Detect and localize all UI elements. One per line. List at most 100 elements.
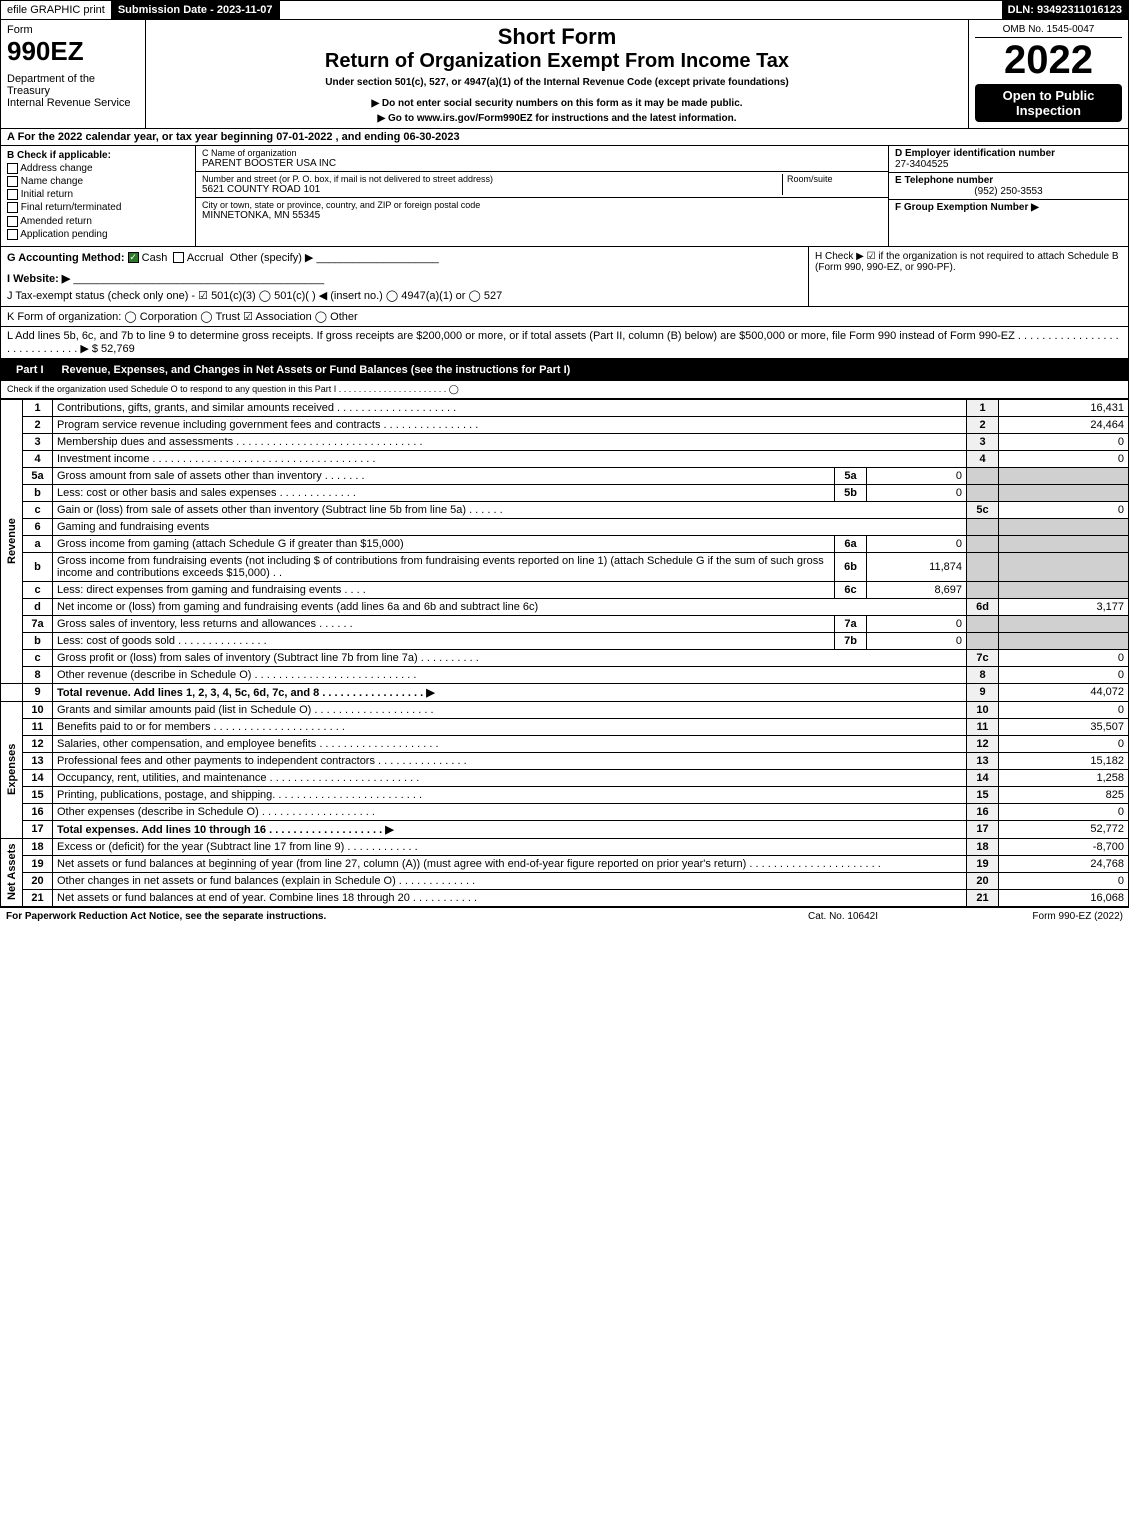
org-name-label: C Name of organization <box>202 148 882 158</box>
table-row: Expenses 10Grants and similar amounts pa… <box>1 701 1129 718</box>
page-footer: For Paperwork Reduction Act Notice, see … <box>0 907 1129 925</box>
section-bcd: B Check if applicable: Address change Na… <box>0 146 1129 247</box>
form-word: Form <box>7 24 139 36</box>
revenue-section-label: Revenue <box>1 399 23 683</box>
omb-number: OMB No. 1545-0047 <box>975 24 1122 38</box>
org-name: PARENT BOOSTER USA INC <box>202 158 882 169</box>
table-row: bLess: cost or other basis and sales exp… <box>1 484 1129 501</box>
section-c: C Name of organization PARENT BOOSTER US… <box>196 146 888 246</box>
chk-initial-return[interactable]: Initial return <box>7 189 189 200</box>
ein-label: D Employer identification number <box>895 148 1055 159</box>
chk-cash[interactable]: ✓ <box>128 252 139 263</box>
line-a-text: A For the 2022 calendar year, or tax yea… <box>7 131 460 143</box>
part1-title: Revenue, Expenses, and Changes in Net As… <box>62 364 571 376</box>
dept-irs: Internal Revenue Service <box>7 97 139 109</box>
table-row: 16Other expenses (describe in Schedule O… <box>1 803 1129 820</box>
table-row: 13Professional fees and other payments t… <box>1 752 1129 769</box>
lines-table: Revenue 1 Contributions, gifts, grants, … <box>0 399 1129 907</box>
table-row: bGross income from fundraising events (n… <box>1 552 1129 581</box>
top-bar: efile GRAPHIC print Submission Date - 20… <box>0 0 1129 20</box>
line-g-label: G Accounting Method: <box>7 252 125 264</box>
warning-ssn: ▶ Do not enter social security numbers o… <box>152 98 962 109</box>
chk-amended-return[interactable]: Amended return <box>7 216 189 227</box>
line-l-amount: $ 52,769 <box>92 343 135 355</box>
line-desc: Contributions, gifts, grants, and simila… <box>53 399 967 416</box>
table-row: cGross profit or (loss) from sales of in… <box>1 649 1129 666</box>
table-row: cLess: direct expenses from gaming and f… <box>1 581 1129 598</box>
cash-label: Cash <box>142 252 168 264</box>
goto-link[interactable]: ▶ Go to www.irs.gov/Form990EZ for instru… <box>152 113 962 124</box>
header-right: OMB No. 1545-0047 2022 Open to Public In… <box>968 20 1128 128</box>
line-l-text: L Add lines 5b, 6c, and 7b to line 9 to … <box>7 330 1119 355</box>
city-label: City or town, state or province, country… <box>202 200 882 210</box>
other-label: Other (specify) ▶ <box>230 252 314 264</box>
title-short-form: Short Form <box>152 24 962 50</box>
table-row: 12Salaries, other compensation, and empl… <box>1 735 1129 752</box>
part1-header: Part I Revenue, Expenses, and Changes in… <box>0 359 1129 381</box>
table-row: 5aGross amount from sale of assets other… <box>1 467 1129 484</box>
table-row: 20Other changes in net assets or fund ba… <box>1 872 1129 889</box>
table-row: bLess: cost of goods sold . . . . . . . … <box>1 632 1129 649</box>
table-row: cGain or (loss) from sale of assets othe… <box>1 501 1129 518</box>
subtitle: Under section 501(c), 527, or 4947(a)(1)… <box>152 77 962 88</box>
table-row: 14Occupancy, rent, utilities, and mainte… <box>1 769 1129 786</box>
section-d: D Employer identification number 27-3404… <box>888 146 1128 246</box>
part1-tab: Part I <box>6 362 54 378</box>
table-row: aGross income from gaming (attach Schedu… <box>1 535 1129 552</box>
table-row: Revenue 1 Contributions, gifts, grants, … <box>1 399 1129 416</box>
street-value: 5621 COUNTY ROAD 101 <box>202 184 782 195</box>
chk-application-pending[interactable]: Application pending <box>7 229 189 240</box>
chk-address-change[interactable]: Address change <box>7 163 189 174</box>
dept-treasury: Department of the Treasury <box>7 73 139 97</box>
open-to-public: Open to Public Inspection <box>975 84 1122 122</box>
efile-label: efile GRAPHIC print <box>1 1 112 19</box>
city-value: MINNETONKA, MN 55345 <box>202 210 882 221</box>
table-row: 9Total revenue. Add lines 1, 2, 3, 4, 5c… <box>1 683 1129 701</box>
table-row: 17Total expenses. Add lines 10 through 1… <box>1 820 1129 838</box>
ein-value: 27-3404525 <box>895 159 948 170</box>
part1-check: Check if the organization used Schedule … <box>0 381 1129 399</box>
group-exemption-label: F Group Exemption Number ▶ <box>895 202 1039 213</box>
section-b-label: B Check if applicable: <box>7 150 111 161</box>
dln: DLN: 93492311016123 <box>1002 1 1128 19</box>
table-row: 11Benefits paid to or for members . . . … <box>1 718 1129 735</box>
header-left: Form 990EZ Department of the Treasury In… <box>1 20 146 128</box>
chk-accrual[interactable] <box>173 252 184 263</box>
table-row: 6Gaming and fundraising events <box>1 518 1129 535</box>
footer-right: Form 990-EZ (2022) <box>943 911 1123 922</box>
line-h: H Check ▶ ☑ if the organization is not r… <box>808 247 1128 306</box>
chk-name-change[interactable]: Name change <box>7 176 189 187</box>
footer-cat: Cat. No. 10642I <box>743 911 943 922</box>
form-header: Form 990EZ Department of the Treasury In… <box>0 20 1129 129</box>
line-num: 1 <box>23 399 53 416</box>
line-j: J Tax-exempt status (check only one) - ☑… <box>7 289 802 302</box>
line-a: A For the 2022 calendar year, or tax yea… <box>0 129 1129 146</box>
street-label: Number and street (or P. O. box, if mail… <box>202 174 782 184</box>
table-row: 2Program service revenue including gover… <box>1 416 1129 433</box>
line-ref: 1 <box>967 399 999 416</box>
submission-date: Submission Date - 2023-11-07 <box>112 1 280 19</box>
line-i: I Website: ▶ <box>7 273 70 285</box>
accrual-label: Accrual <box>187 252 224 264</box>
table-row: 4Investment income . . . . . . . . . . .… <box>1 450 1129 467</box>
table-row: 7aGross sales of inventory, less returns… <box>1 615 1129 632</box>
tel-value: (952) 250-3553 <box>895 186 1122 197</box>
chk-final-return[interactable]: Final return/terminated <box>7 202 189 213</box>
line-amount: 16,431 <box>999 399 1129 416</box>
expenses-section-label: Expenses <box>1 701 23 838</box>
netassets-section-label: Net Assets <box>1 838 23 906</box>
line-g: G Accounting Method: ✓ Cash Accrual Othe… <box>1 247 808 306</box>
line-l: L Add lines 5b, 6c, and 7b to line 9 to … <box>0 327 1129 359</box>
table-row: 3Membership dues and assessments . . . .… <box>1 433 1129 450</box>
table-row: 19Net assets or fund balances at beginni… <box>1 855 1129 872</box>
line-k: K Form of organization: ◯ Corporation ◯ … <box>0 307 1129 327</box>
table-row: dNet income or (loss) from gaming and fu… <box>1 598 1129 615</box>
header-mid: Short Form Return of Organization Exempt… <box>146 20 968 128</box>
footer-left: For Paperwork Reduction Act Notice, see … <box>6 911 743 922</box>
form-number: 990EZ <box>7 36 139 67</box>
room-label: Room/suite <box>787 174 882 184</box>
title-return: Return of Organization Exempt From Incom… <box>152 50 962 73</box>
table-row: 15Printing, publications, postage, and s… <box>1 786 1129 803</box>
table-row: Net Assets 18Excess or (deficit) for the… <box>1 838 1129 855</box>
tel-label: E Telephone number <box>895 175 993 186</box>
